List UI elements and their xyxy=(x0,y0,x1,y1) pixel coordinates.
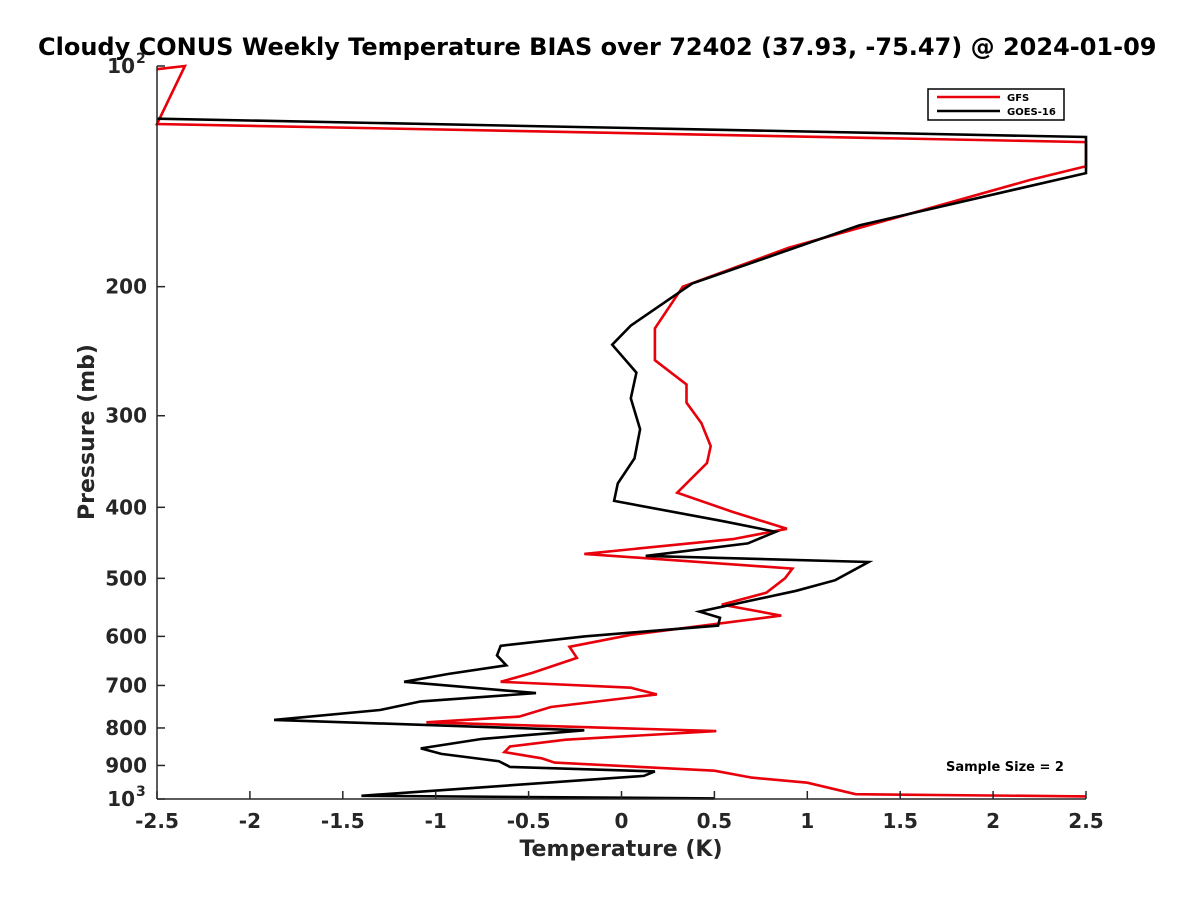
x-tick-label: -1 xyxy=(425,809,447,833)
x-tick-label: -2 xyxy=(239,809,261,833)
chart-title: Cloudy CONUS Weekly Temperature BIAS ove… xyxy=(38,33,1156,61)
x-ticks: -2.5 -2 -1.5 -1 -0.5 0 0.5 1 1.5 2 2.5 xyxy=(135,791,1104,833)
sample-size-annotation: Sample Size = 2 xyxy=(946,760,1064,775)
x-tick-label: 0 xyxy=(615,809,629,833)
y-tick-label: 400 xyxy=(105,495,147,519)
legend-box xyxy=(927,88,1065,121)
x-tick-label: 0.5 xyxy=(697,809,732,833)
y-tick-label: 300 xyxy=(105,404,147,428)
y-tick-exponent: 3 xyxy=(136,784,146,800)
x-tick-label: -1.5 xyxy=(321,809,365,833)
y-tick-label: 200 xyxy=(105,275,147,299)
x-tick-label: 2.5 xyxy=(1068,809,1103,833)
x-tick-label: -2.5 xyxy=(135,809,179,833)
legend-label-gfs: GFS xyxy=(1007,93,1029,104)
x-tick-label: 2 xyxy=(986,809,1000,833)
plot-lines xyxy=(154,64,1088,800)
y-tick-label: 900 xyxy=(105,753,147,777)
legend: GFS GOES-16 xyxy=(927,88,1065,121)
y-tick-label: 800 xyxy=(105,716,147,740)
y-tick-label: 600 xyxy=(105,624,147,648)
x-tick-label: 1.5 xyxy=(882,809,917,833)
series-line-gfs xyxy=(154,64,1088,798)
y-tick-exponent: 2 xyxy=(136,51,146,67)
axes xyxy=(156,66,1086,800)
x-tick-label: 1 xyxy=(800,809,814,833)
y-axis-label: Pressure (mb) xyxy=(75,344,100,520)
y-tick-label: 500 xyxy=(105,566,147,590)
x-tick-label: -0.5 xyxy=(507,809,551,833)
y-tick-label: 700 xyxy=(105,673,147,697)
series-line-goes16 xyxy=(156,117,1088,800)
x-axis-label: Temperature (K) xyxy=(519,837,722,862)
y-tick-label: 10 xyxy=(107,787,135,811)
legend-label-goes16: GOES-16 xyxy=(1007,107,1056,118)
y-tick-label: 10 xyxy=(107,54,135,78)
